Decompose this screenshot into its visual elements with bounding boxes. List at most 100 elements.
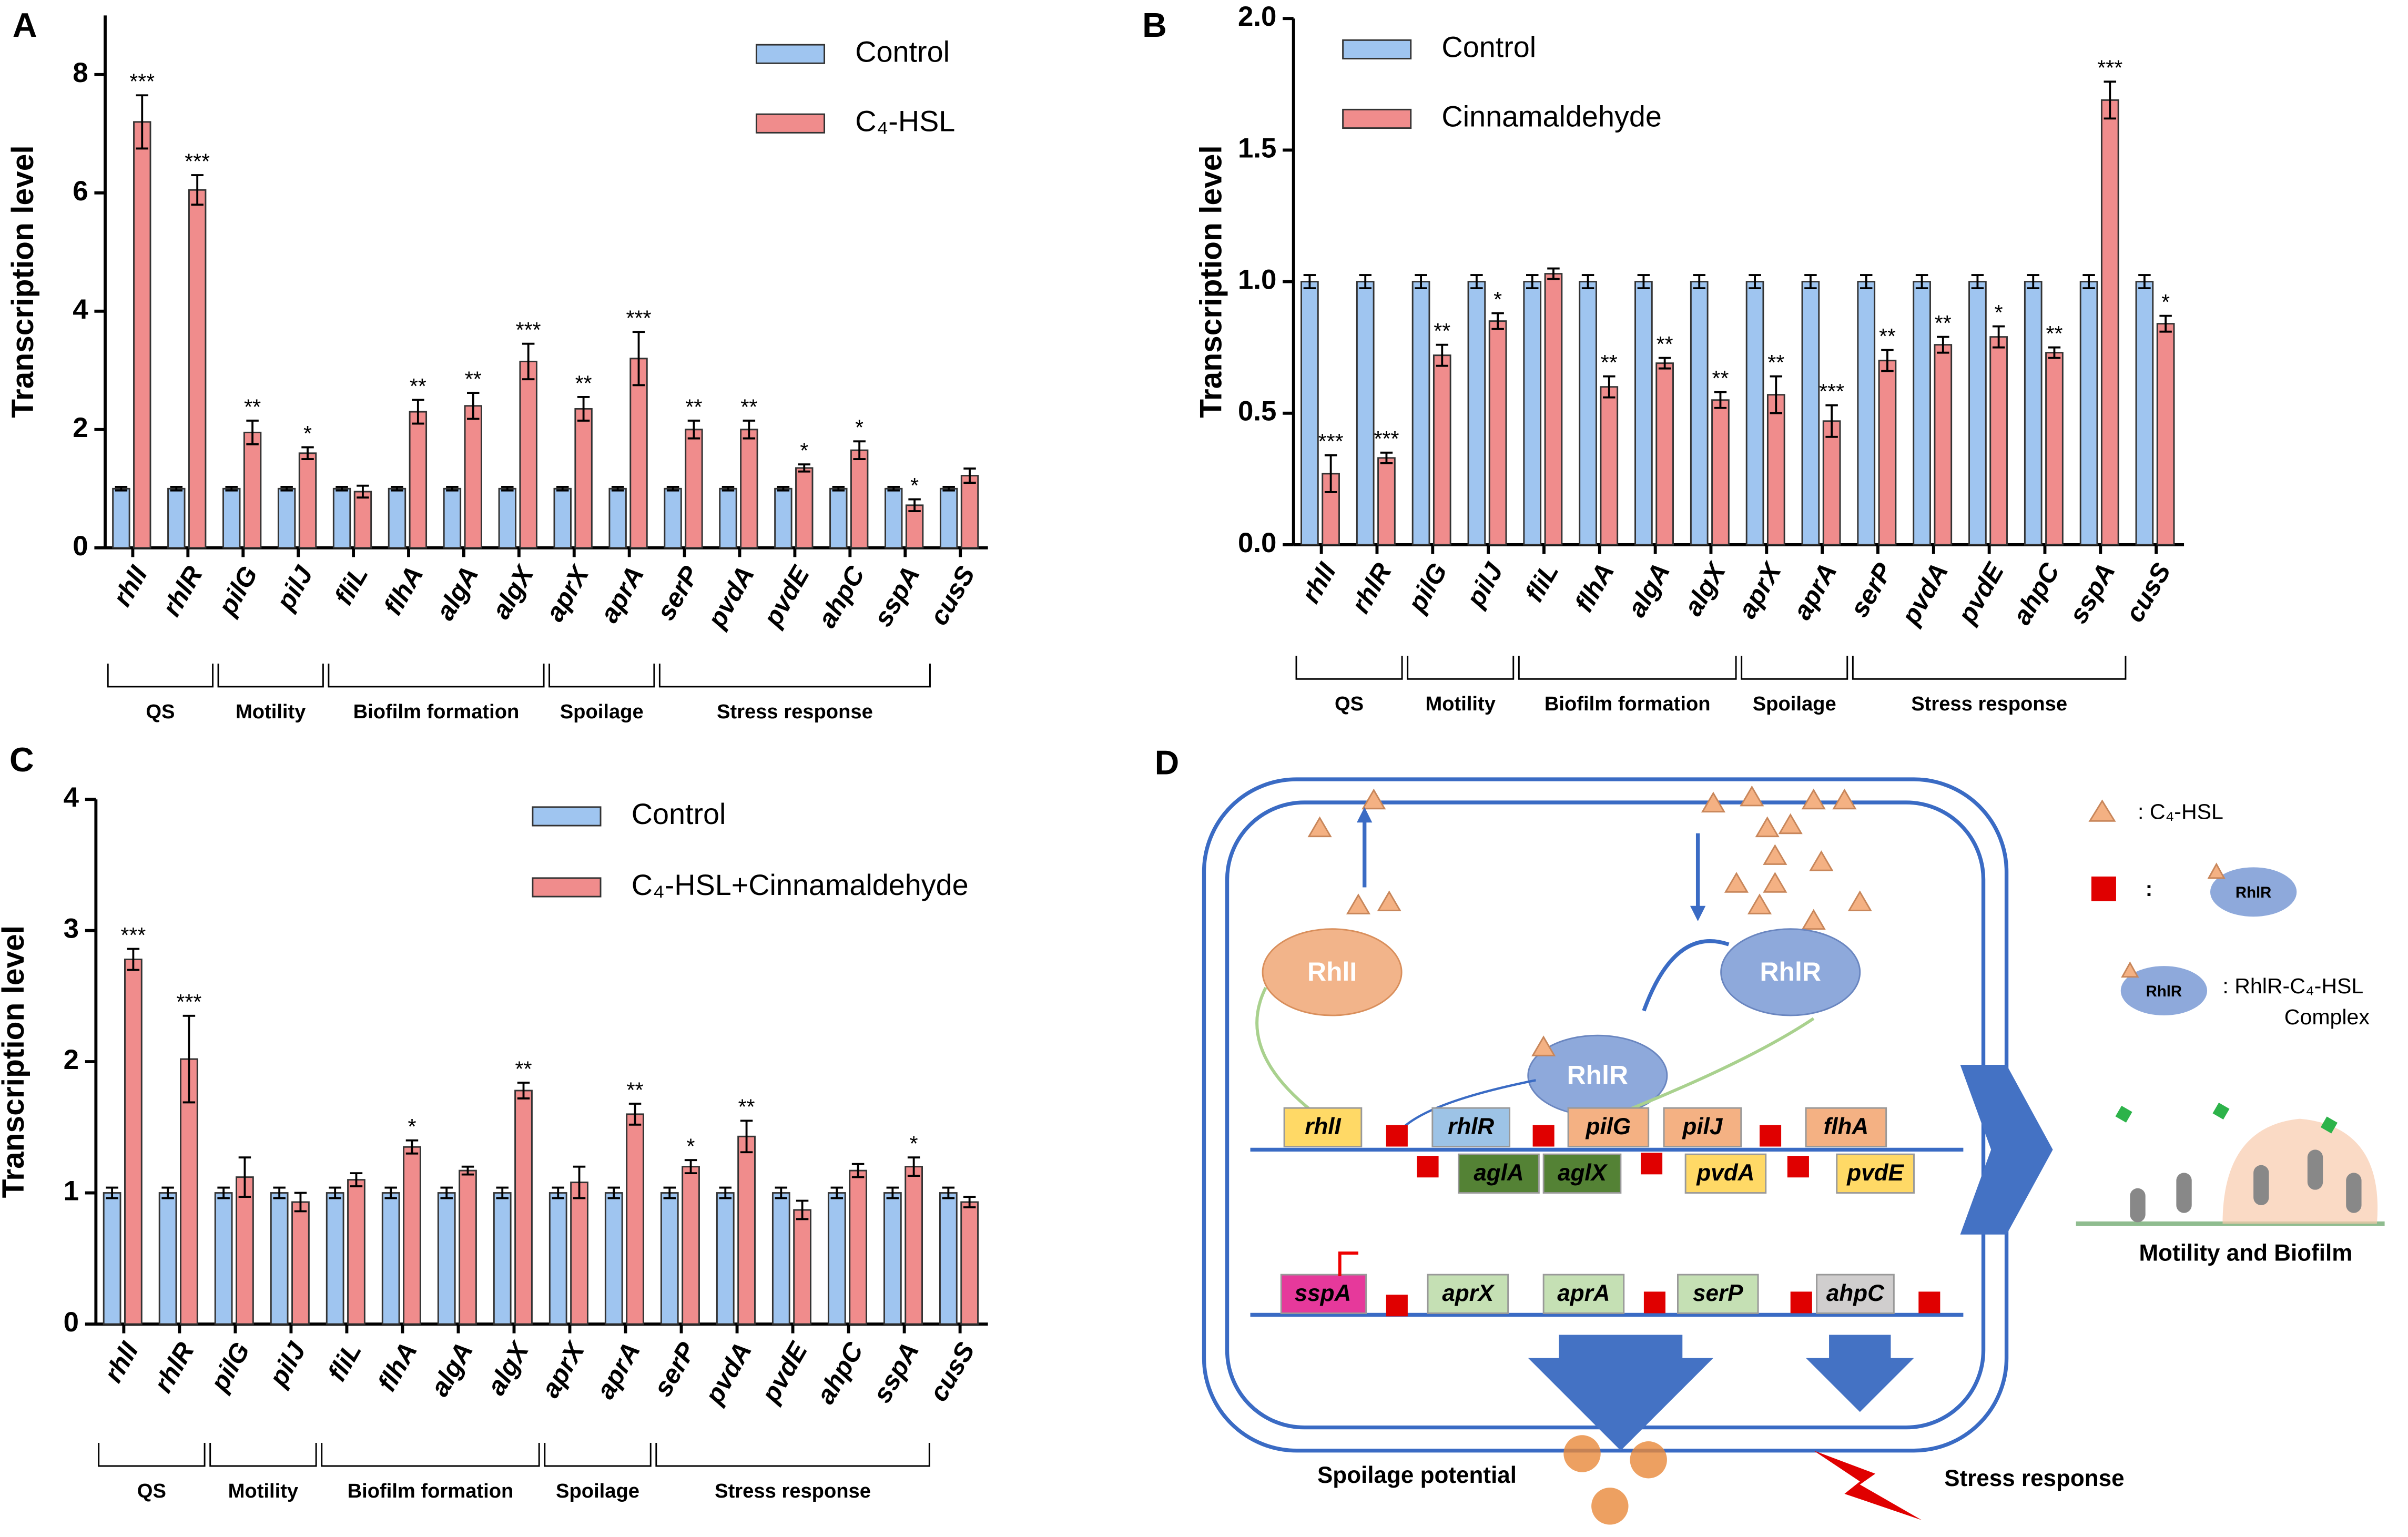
bar <box>1766 394 1785 546</box>
legend-label: C₄-HSL+Cinnamaldehyde <box>632 869 969 901</box>
error-bar <box>217 1186 230 1199</box>
bar <box>660 1192 679 1325</box>
bar <box>827 1192 846 1325</box>
error-bar <box>552 1186 564 1199</box>
x-tick-label: pvdA <box>1895 558 1954 630</box>
error-bar <box>517 1082 530 1100</box>
error-bar <box>1860 274 1873 290</box>
error-bar <box>225 486 238 492</box>
significance: *** <box>129 69 155 94</box>
significance: ** <box>515 1056 532 1081</box>
y-tick-label: 1.0 <box>1238 264 1276 296</box>
group-label: QS <box>1335 693 1364 715</box>
significance: ** <box>685 394 702 419</box>
y-tick-label: 1.5 <box>1238 133 1276 164</box>
group-bracket <box>1295 656 1403 680</box>
gene-label: aprX <box>1442 1280 1495 1306</box>
significance: ** <box>740 394 757 419</box>
gene-label: aglX <box>1558 1160 1608 1186</box>
bar <box>409 411 428 549</box>
bar <box>158 1192 177 1325</box>
x-tick-label: flhA <box>372 1337 423 1396</box>
error-bar <box>2104 80 2117 120</box>
significance: ** <box>1657 332 1673 356</box>
legend-label: Control <box>632 798 726 830</box>
group-label: Spoilage <box>556 1480 639 1502</box>
x-tick-label: algA <box>1622 558 1676 622</box>
significance: * <box>910 473 919 497</box>
significance: ** <box>1879 324 1896 348</box>
gene-boxes <box>1280 1107 1915 1314</box>
error-bar <box>1992 325 2005 349</box>
significance: ** <box>738 1095 755 1119</box>
group-bracket <box>328 663 545 688</box>
error-bar <box>740 1119 753 1154</box>
error-bar <box>963 1196 976 1208</box>
bar <box>1377 457 1396 546</box>
error-bar <box>743 420 756 440</box>
cell-icon <box>1591 1488 1629 1525</box>
gene-label: flhA <box>1824 1114 1869 1139</box>
gene-label: pvdE <box>1846 1160 1904 1186</box>
x-tick-label: algX <box>486 560 540 624</box>
x-tick-label: rhlI <box>98 1337 145 1387</box>
panel-label: B <box>1142 6 1167 44</box>
repression <box>1338 1251 1358 1277</box>
legend-swatch <box>755 44 826 64</box>
bar <box>1411 281 1430 546</box>
y-tick-label: 8 <box>73 57 88 88</box>
output-arrow <box>1528 1335 1713 1451</box>
output-arrow <box>1806 1335 1914 1412</box>
error-bar <box>632 331 645 386</box>
legend-receptor <box>2210 867 2297 917</box>
bar <box>1822 420 1841 546</box>
significance: *** <box>176 990 201 1014</box>
bar <box>1913 281 1931 546</box>
significance: ** <box>465 367 482 391</box>
x-tick-label: aprX <box>535 1336 591 1402</box>
y-tick-label: 6 <box>73 176 88 207</box>
error-bar <box>357 484 369 499</box>
x-tick-label: algA <box>424 1337 479 1401</box>
cell-icon <box>1563 1435 1601 1472</box>
bar <box>1634 281 1653 546</box>
x-tick-label: aprA <box>591 1337 646 1403</box>
error-bar <box>886 1186 899 1199</box>
y-tick-label: 0 <box>64 1307 79 1338</box>
bar <box>905 1166 923 1325</box>
significance: ** <box>1935 311 1952 335</box>
legend-operator <box>2091 876 2116 901</box>
gene-label: rhlI <box>1305 1114 1341 1139</box>
x-tick-label: algA <box>430 561 484 625</box>
group-label: Motility <box>228 1480 298 1502</box>
protein-label: RhlR <box>1760 957 1821 986</box>
bar <box>2024 281 2043 546</box>
x-tick-label: pilG <box>212 561 263 621</box>
x-tick-label: aprA <box>1787 558 1842 624</box>
bar <box>332 487 351 549</box>
group-bracket <box>548 663 655 688</box>
error-bar <box>1324 454 1337 493</box>
bar <box>188 189 207 549</box>
error-bar <box>1303 274 1316 290</box>
bar <box>347 1179 365 1325</box>
x-tick-label: aprA <box>594 561 649 627</box>
error-bar <box>501 486 514 492</box>
legend-swatch <box>1342 108 1412 129</box>
output-arrow <box>1960 1064 2053 1235</box>
error-bar <box>2048 346 2061 359</box>
bar <box>1300 281 1319 546</box>
y-tick-label: 4 <box>64 782 79 813</box>
bar <box>939 1192 958 1325</box>
error-bar <box>577 396 590 422</box>
x-tick-label: pilJ <box>1460 557 1509 613</box>
bar <box>1857 281 1876 546</box>
bar <box>326 1192 344 1325</box>
significance: ** <box>1767 350 1784 374</box>
error-bar <box>663 1186 676 1199</box>
bar <box>103 1192 121 1325</box>
x-tick-label: aprX <box>1732 557 1787 623</box>
error-bar <box>440 1186 453 1199</box>
gene-label: rhlR <box>1448 1114 1494 1139</box>
x-tick-label: pilJ <box>263 1337 312 1392</box>
